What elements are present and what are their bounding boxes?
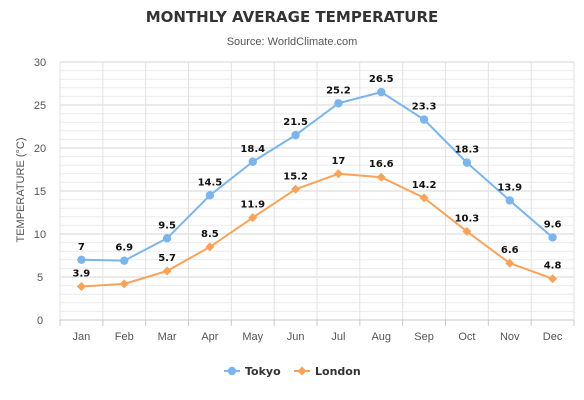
data-label: 11.9 xyxy=(240,200,265,211)
data-label: 16.6 xyxy=(369,159,394,170)
data-label: 9.6 xyxy=(544,219,562,230)
data-point[interactable] xyxy=(548,274,558,284)
data-label: 14.2 xyxy=(412,180,437,191)
data-label: 18.3 xyxy=(455,145,480,156)
data-point[interactable] xyxy=(291,130,300,140)
data-label: 26.5 xyxy=(369,74,394,85)
data-point[interactable] xyxy=(248,213,258,223)
x-tick-label: Jun xyxy=(287,331,305,343)
x-tick-label: Sep xyxy=(414,331,434,343)
y-tick-label: 15 xyxy=(34,186,46,198)
data-point[interactable] xyxy=(333,169,343,179)
data-point[interactable] xyxy=(462,226,472,236)
data-point[interactable] xyxy=(120,256,129,265)
data-point[interactable] xyxy=(205,191,215,200)
y-tick-label: 25 xyxy=(34,100,46,112)
x-tick-label: Dec xyxy=(543,331,563,343)
data-point[interactable] xyxy=(419,115,429,124)
data-point[interactable] xyxy=(334,99,343,108)
y-tick-label: 0 xyxy=(37,315,43,327)
x-tick-label: Mar xyxy=(158,331,177,343)
y-tick-label: 10 xyxy=(34,229,46,241)
data-point[interactable] xyxy=(419,193,429,203)
data-label: 7 xyxy=(78,242,85,253)
data-point[interactable] xyxy=(248,157,257,166)
data-point[interactable] xyxy=(376,172,386,182)
y-tick-label: 5 xyxy=(37,272,43,284)
data-label: 9.5 xyxy=(158,220,176,231)
y-axis-ticks: 0 5 10 15 20 25 30 xyxy=(34,57,46,327)
legend-label: Tokyo xyxy=(245,365,281,378)
data-label: 23.3 xyxy=(412,102,437,113)
series-line xyxy=(81,172,553,288)
data-point[interactable] xyxy=(162,234,172,243)
chart-subtitle: Source: WorldClimate.com xyxy=(227,36,358,48)
data-point[interactable] xyxy=(505,196,514,205)
data-label: 18.4 xyxy=(240,144,265,155)
x-tick-label: Oct xyxy=(458,331,475,343)
x-axis-ticks: Jan Feb Mar Apr May Jun Jul Aug Sep Oct Nov Dec xyxy=(73,331,563,343)
x-tick-label: Jul xyxy=(331,331,345,343)
series-line xyxy=(81,91,554,262)
grid-lines xyxy=(59,61,575,326)
data-point[interactable] xyxy=(205,242,215,252)
data-label: 15.2 xyxy=(283,171,308,182)
data-label: 10.3 xyxy=(455,213,480,224)
data-label: 8.5 xyxy=(201,229,219,240)
data-label: 25.2 xyxy=(326,85,351,96)
x-tick-label: Apr xyxy=(201,331,218,343)
data-label: 6.6 xyxy=(501,245,519,256)
series-london: 3.9 5.7 8.5 11.9 15.2 17 16.6 14.2 10.3 6.6 4.8 xyxy=(73,156,562,291)
data-point[interactable] xyxy=(162,266,172,276)
y-tick-label: 30 xyxy=(34,57,46,69)
data-point[interactable] xyxy=(505,258,515,268)
series-tokyo: 7 6.9 9.5 14.5 18.4 21.5 25.2 26.5 23.3 18.3 13.9 9… xyxy=(77,74,561,265)
y-tick-label: 20 xyxy=(34,143,46,155)
x-tick-label: Feb xyxy=(115,331,134,343)
data-label: 21.5 xyxy=(283,117,308,128)
legend-label: London xyxy=(315,365,361,378)
data-label: 14.5 xyxy=(198,177,223,188)
x-tick-label: Nov xyxy=(500,331,520,343)
legend-circle-icon xyxy=(227,366,237,376)
legend-item-tokyo[interactable]: Tokyo xyxy=(224,365,281,378)
data-point[interactable] xyxy=(548,233,557,242)
data-label: 6.9 xyxy=(115,243,133,254)
legend-item-london[interactable]: London xyxy=(294,365,361,378)
data-label: 3.9 xyxy=(73,268,91,279)
chart-title: MONTHLY AVERAGE TEMPERATURE xyxy=(146,8,439,26)
data-label: 17 xyxy=(331,156,345,167)
data-point[interactable] xyxy=(76,281,86,291)
data-point[interactable] xyxy=(377,87,386,97)
series-layer: 7 6.9 9.5 14.5 18.4 21.5 25.2 26.5 23.3 18.3 13.9 9… xyxy=(73,74,562,291)
data-point[interactable] xyxy=(77,255,86,264)
data-point[interactable] xyxy=(462,158,472,167)
data-label: 13.9 xyxy=(497,182,522,193)
data-point[interactable] xyxy=(291,184,301,194)
y-axis-label: TEMPERATURE (°C) xyxy=(15,137,27,242)
x-tick-label: Jan xyxy=(73,331,91,343)
legend-diamond-icon xyxy=(297,366,307,376)
data-label: 5.7 xyxy=(158,253,176,264)
x-tick-label: May xyxy=(242,331,263,343)
legend[interactable]: Tokyo London xyxy=(224,365,361,378)
data-label: 4.8 xyxy=(544,261,562,272)
x-tick-label: Aug xyxy=(371,331,391,343)
data-point[interactable] xyxy=(119,279,129,289)
